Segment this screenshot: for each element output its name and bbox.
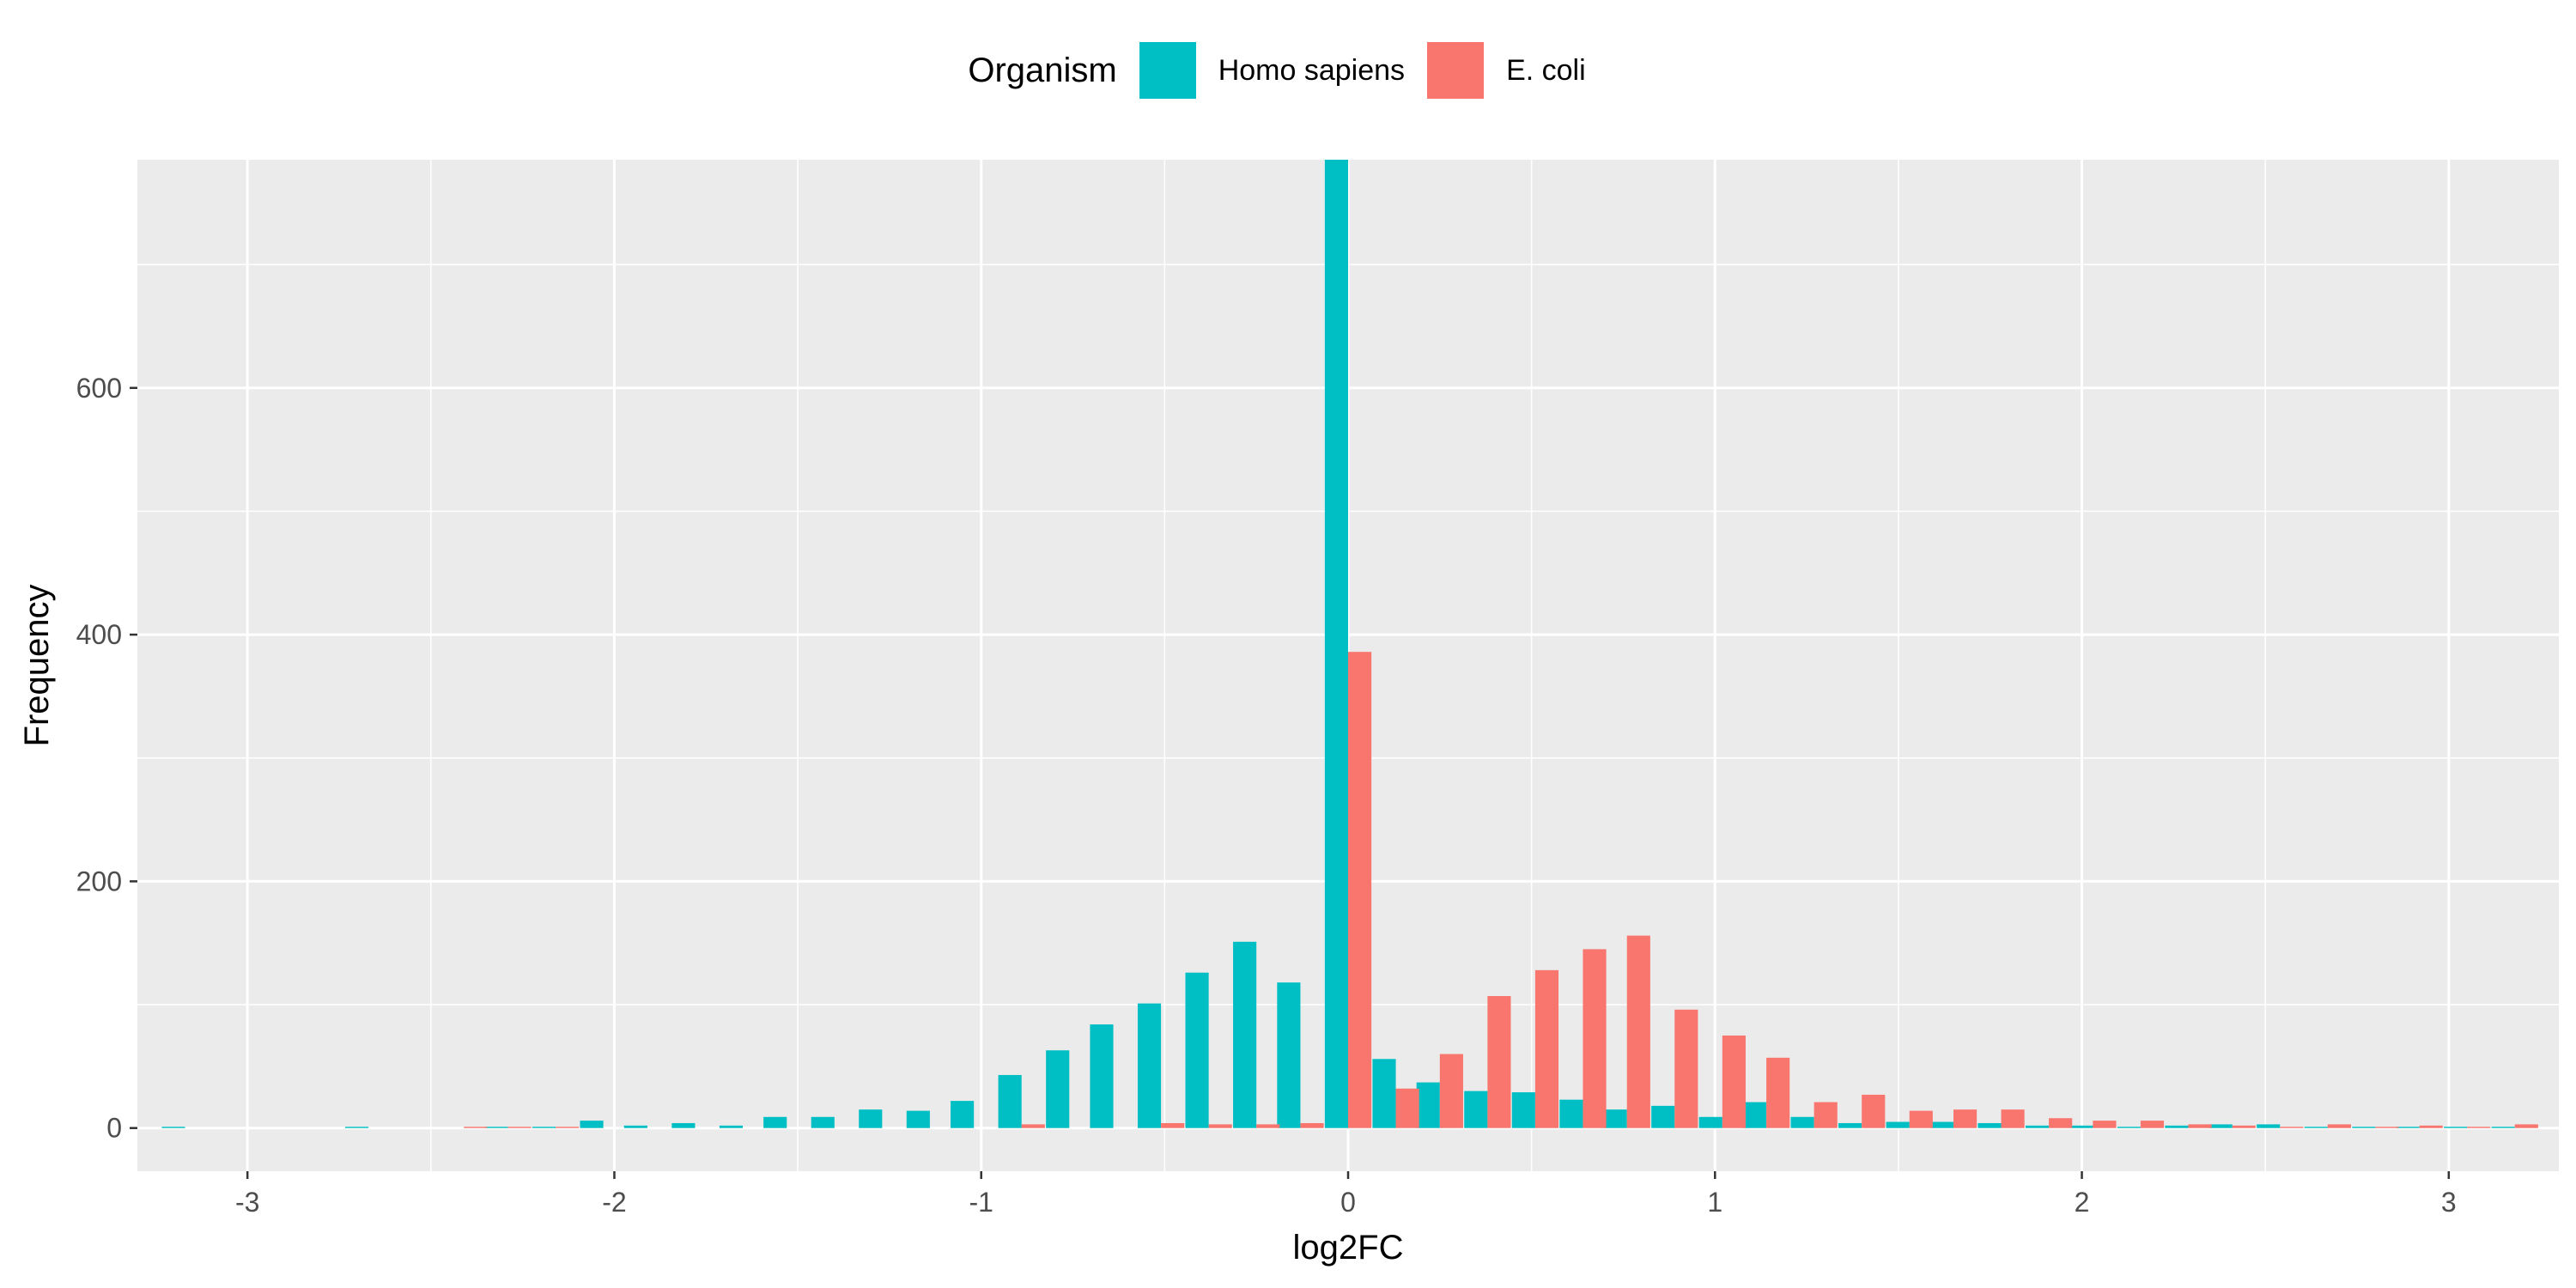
y-axis-title: Frequency — [18, 585, 56, 747]
y-tick-label: 400 — [76, 619, 122, 650]
bar-e-coli — [1909, 1110, 1933, 1128]
bar-homo-sapiens — [580, 1121, 604, 1128]
bar-homo-sapiens — [2257, 1124, 2281, 1128]
bar-homo-sapiens — [1603, 1109, 1627, 1128]
bars — [161, 160, 2538, 1128]
y-tick-label: 600 — [76, 373, 122, 404]
bar-homo-sapiens — [1790, 1116, 1814, 1128]
bar-homo-sapiens — [671, 1122, 696, 1128]
bar-homo-sapiens — [1511, 1092, 1535, 1128]
bar-homo-sapiens — [1233, 941, 1257, 1128]
bar-e-coli — [1766, 1057, 1790, 1128]
bar-e-coli — [1348, 652, 1372, 1128]
bar-homo-sapiens — [1185, 972, 1209, 1128]
bar-homo-sapiens — [1651, 1105, 1675, 1128]
y-axis: 0 200 400 600 — [76, 373, 137, 1144]
bar-homo-sapiens — [1838, 1122, 1862, 1128]
bar-e-coli — [1534, 969, 1559, 1128]
x-axis-title: log2FC — [1293, 1229, 1404, 1267]
bar-e-coli — [2514, 1124, 2538, 1128]
bar-e-coli — [1256, 1124, 1280, 1128]
x-tick-label: 0 — [1340, 1187, 1356, 1218]
bar-e-coli — [2419, 1125, 2443, 1128]
bar-e-coli — [1862, 1094, 1886, 1128]
bar-e-coli — [1208, 1124, 1232, 1128]
legend: Organism Homo sapiens E. coli — [0, 39, 2576, 101]
x-tick-label: 2 — [2075, 1187, 2090, 1218]
bar-e-coli — [2093, 1121, 2117, 1128]
bar-homo-sapiens — [2165, 1125, 2189, 1128]
bar-e-coli — [1674, 1009, 1698, 1128]
bar-e-coli — [1814, 1102, 1838, 1128]
bar-e-coli — [2140, 1121, 2165, 1128]
bar-homo-sapiens — [1464, 1091, 1488, 1128]
x-tick-label: -1 — [969, 1187, 993, 1218]
legend-label-e-coli: E. coli — [1506, 53, 1586, 87]
bar-homo-sapiens — [1698, 1116, 1722, 1128]
bar-e-coli — [1583, 949, 1607, 1128]
bar-homo-sapiens — [1090, 1024, 1114, 1128]
bar-homo-sapiens — [951, 1101, 975, 1128]
bar-e-coli — [1439, 1054, 1463, 1128]
y-tick-label: 200 — [76, 866, 122, 896]
bar-e-coli — [1626, 935, 1650, 1128]
bar-e-coli — [2001, 1109, 2025, 1128]
bar-homo-sapiens — [1324, 160, 1348, 1128]
bar-homo-sapiens — [2069, 1125, 2093, 1128]
legend-title: Organism — [968, 51, 1117, 89]
bar-e-coli — [1395, 1088, 1419, 1128]
bar-homo-sapiens — [1416, 1082, 1440, 1128]
legend-key-homo-sapiens — [1139, 42, 1196, 99]
bar-e-coli — [2049, 1118, 2073, 1128]
bar-homo-sapiens — [1046, 1050, 1070, 1128]
bar-homo-sapiens — [1372, 1059, 1396, 1128]
legend-item-homo-sapiens: Homo sapiens — [1139, 42, 1405, 99]
bar-homo-sapiens — [811, 1116, 835, 1128]
bar-homo-sapiens — [1929, 1121, 1953, 1128]
bar-e-coli — [1300, 1122, 1324, 1128]
x-tick-label: 3 — [2441, 1187, 2457, 1218]
x-tick-label: 1 — [1707, 1187, 1722, 1218]
y-tick-label: 0 — [106, 1113, 122, 1144]
bar-homo-sapiens — [1559, 1099, 1583, 1128]
bar-homo-sapiens — [1742, 1102, 1767, 1128]
bar-homo-sapiens — [763, 1116, 787, 1128]
bar-e-coli — [1487, 996, 1511, 1128]
x-tick-label: -3 — [235, 1187, 259, 1218]
bar-homo-sapiens — [719, 1125, 743, 1128]
bar-e-coli — [1722, 1035, 1746, 1128]
bar-e-coli — [1021, 1124, 1045, 1128]
x-axis: -3 -2 -1 0 1 2 3 — [235, 1171, 2457, 1218]
bar-homo-sapiens — [1137, 1003, 1162, 1128]
bar-homo-sapiens — [1277, 982, 1301, 1128]
bar-homo-sapiens — [998, 1074, 1022, 1128]
legend-key-e-coli — [1427, 42, 1485, 99]
bar-homo-sapiens — [1978, 1122, 2002, 1128]
bar-homo-sapiens — [2208, 1124, 2233, 1128]
x-tick-label: -2 — [602, 1187, 626, 1218]
legend-item-e-coli: E. coli — [1427, 42, 1586, 99]
bar-e-coli — [1953, 1109, 1978, 1128]
bar-homo-sapiens — [859, 1109, 883, 1128]
bar-e-coli — [2327, 1124, 2351, 1128]
legend-label-homo-sapiens: Homo sapiens — [1218, 53, 1406, 87]
bar-e-coli — [2188, 1124, 2212, 1128]
bar-homo-sapiens — [906, 1110, 930, 1128]
bar-homo-sapiens — [2025, 1125, 2050, 1128]
bar-homo-sapiens — [1886, 1121, 1910, 1128]
bar-e-coli — [2232, 1125, 2256, 1128]
bar-homo-sapiens — [623, 1125, 647, 1128]
bar-e-coli — [1161, 1122, 1185, 1128]
